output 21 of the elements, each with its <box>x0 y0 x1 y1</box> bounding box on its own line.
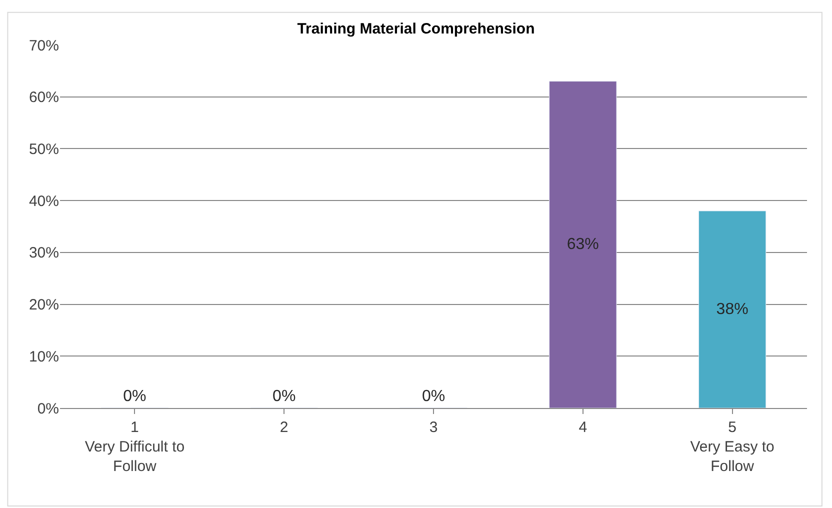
x-tick-label: 4 <box>578 419 588 436</box>
data-label: 0% <box>272 388 296 405</box>
chart-title: Training Material Comprehension <box>297 20 535 38</box>
data-label: 38% <box>716 300 748 318</box>
x-tick-label: 5 Very Easy to Follow <box>690 419 774 475</box>
data-label: 0% <box>123 388 146 405</box>
y-tick-label: 60% <box>28 89 59 106</box>
y-tick-label: 40% <box>28 192 59 210</box>
x-tick-label: 2 <box>280 419 288 436</box>
y-tick-label: 20% <box>28 296 59 314</box>
x-tick-label: 1 Very Difficult to Follow <box>84 419 185 475</box>
y-tick-label: 50% <box>28 140 59 158</box>
data-label: 63% <box>566 236 599 254</box>
y-tick-label: 0% <box>37 400 59 418</box>
y-tick-label: 10% <box>28 348 59 366</box>
y-tick-label: 70% <box>28 37 59 54</box>
data-label: 0% <box>422 388 446 405</box>
y-tick-label: 30% <box>28 244 59 262</box>
bar <box>549 81 617 408</box>
bar <box>698 210 766 408</box>
x-tick-label: 3 <box>429 419 438 436</box>
